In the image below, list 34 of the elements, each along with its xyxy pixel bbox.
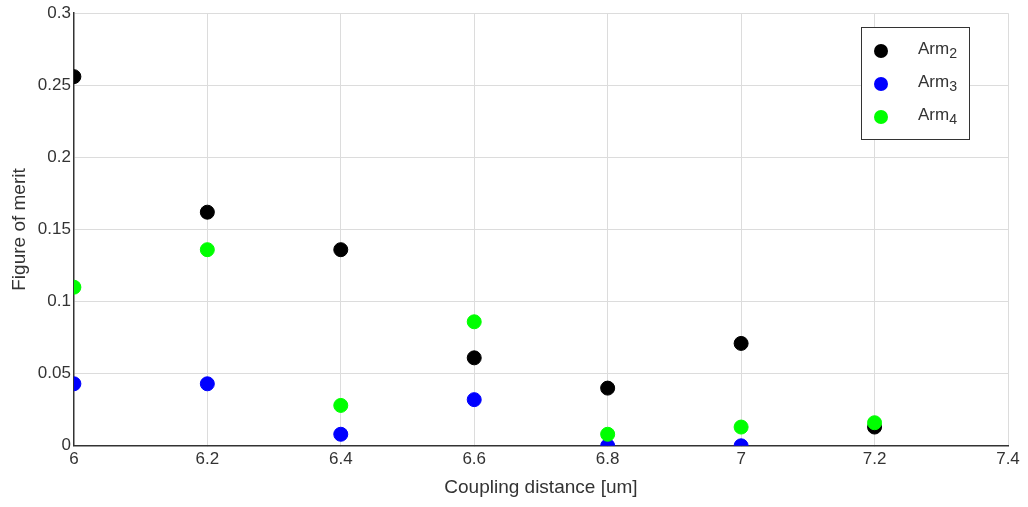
point (466, 392, 482, 408)
x-tick-label: 7.4 (996, 448, 1020, 468)
x-tick-label: 7.2 (862, 448, 887, 468)
legend-label: Arm$_{3}$ (918, 72, 958, 95)
x-tick-label: 6.8 (595, 448, 620, 468)
point (199, 242, 215, 258)
x-tick-label: 7 (736, 448, 746, 468)
point (733, 335, 749, 351)
x-tick-label: 6.6 (462, 448, 487, 468)
x-axis-title: Coupling distance [um] (444, 475, 638, 497)
x-tick-label: 6.2 (195, 448, 220, 468)
point (466, 350, 482, 366)
y-tick-label: 0.05 (37, 363, 71, 383)
y-tick-label: 0.1 (47, 291, 71, 311)
point (199, 204, 215, 220)
y-axis-title: Figure of merit (7, 167, 29, 291)
y-tick-label: 0.25 (37, 74, 71, 94)
x-tick-label: 6 (69, 448, 79, 468)
y-tick-label: 0.3 (47, 2, 71, 22)
point (867, 415, 883, 431)
point (333, 426, 349, 442)
point (333, 397, 349, 413)
y-tick-label: 0.15 (37, 219, 71, 239)
y-tick-label: 0 (61, 435, 71, 455)
point (600, 426, 616, 442)
point (199, 376, 215, 392)
point (600, 380, 616, 396)
legend-label: Arm$_{2}$ (918, 39, 958, 62)
x-tick-label: 6.4 (328, 448, 353, 468)
point (733, 419, 749, 435)
point (466, 314, 482, 330)
y-tick-label: 0.2 (47, 147, 71, 167)
legend-label: Arm$_{4}$ (918, 105, 958, 128)
point (333, 242, 349, 258)
